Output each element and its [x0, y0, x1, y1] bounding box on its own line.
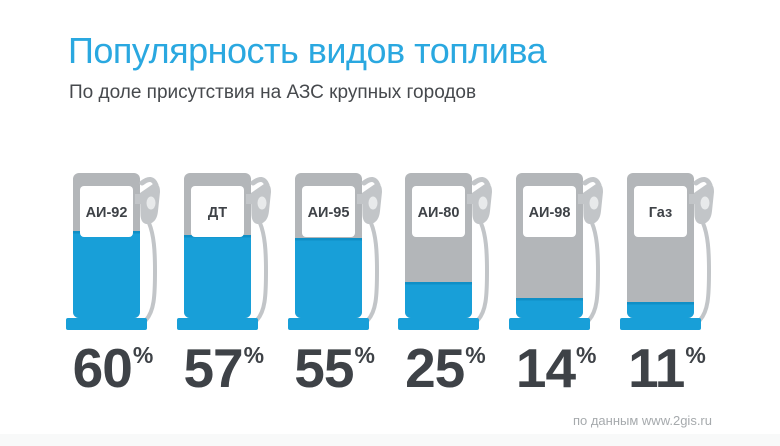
percent-value: 55	[294, 337, 354, 399]
pump-base	[176, 318, 258, 330]
pump-fill-level	[405, 282, 473, 318]
pump-label-screen	[301, 186, 355, 237]
pumps-row: АИ-92 ДТ АИ-95 АИ-80 АИ-98 Газ	[66, 171, 714, 331]
percent-label: 14%	[509, 341, 603, 396]
pump-column: Газ	[619, 171, 714, 331]
percent-value: 57	[183, 337, 243, 399]
pump-nozzle-hole	[257, 196, 267, 210]
pump-nozzle-handle	[582, 177, 602, 188]
pump-label-screen	[633, 186, 687, 237]
pump-base	[66, 318, 147, 330]
pump-fill-edge	[294, 238, 362, 241]
pump-label: АИ-80	[418, 205, 460, 221]
percent-sign: %	[243, 342, 265, 368]
pump-label: АИ-95	[307, 205, 349, 221]
page-title: Популярность видов топлива	[68, 30, 547, 71]
pump-hose	[365, 221, 379, 322]
pump-column: АИ-95	[287, 171, 382, 331]
pump-label: Газ	[649, 205, 672, 221]
pump-column: АИ-98	[509, 171, 604, 331]
pump-base	[509, 318, 591, 330]
pump-nozzle-hole	[478, 196, 488, 210]
pump-fill-level	[516, 298, 584, 318]
bottom-strip	[0, 434, 780, 446]
fuel-pump-icon: АИ-92	[66, 173, 160, 330]
pump-nozzle-hole	[368, 196, 378, 210]
percent-label: 57%	[177, 341, 271, 396]
percent-label: 11%	[620, 341, 714, 396]
pump-label-screen	[190, 186, 244, 237]
pump-nozzle-spout	[578, 194, 589, 204]
pump-label-screen	[80, 186, 133, 237]
fuel-pump-icon: АИ-95	[287, 173, 382, 330]
pump-label-screen	[523, 186, 577, 237]
pump-hose	[254, 221, 268, 322]
fuel-pump-icon: Газ	[619, 173, 714, 330]
pump-base	[287, 318, 369, 330]
pump-base	[398, 318, 480, 330]
percent-sign: %	[465, 342, 486, 368]
page-subtitle: По доле присутствия на АЗС крупных город…	[69, 82, 477, 103]
percent-sign: %	[354, 342, 375, 368]
pump-nozzle-spout	[688, 194, 699, 204]
pump-label: АИ-98	[529, 205, 571, 221]
data-source-credit: по данным www.2gis.ru	[572, 413, 712, 428]
pump-nozzle-hole	[700, 196, 710, 210]
percent-label: 60%	[66, 341, 160, 396]
pump-nozzle-handle	[471, 177, 491, 188]
pump-nozzle-hole	[589, 196, 599, 210]
pump-label: АИ-92	[86, 205, 128, 221]
pump-nozzle-handle	[139, 177, 159, 188]
pump-nozzle-spout	[467, 194, 478, 204]
pump-label-screen	[412, 186, 466, 237]
pump-fill-edge	[626, 302, 694, 305]
fuel-pump-icon: ДТ	[176, 173, 271, 330]
pump-nozzle-spout	[245, 194, 256, 204]
pump-column: АИ-80	[398, 171, 493, 331]
pump-nozzle-spout	[135, 194, 145, 204]
pump-fill-edge	[405, 282, 473, 285]
fuel-pump-icon: АИ-98	[509, 173, 604, 330]
fuel-pump-icon: АИ-80	[398, 173, 493, 330]
pump-hose	[476, 221, 490, 322]
percent-value: 11	[628, 337, 685, 399]
percent-value: 60	[72, 337, 133, 399]
percent-row: 60% 57% 55% 25% 14% 11%	[66, 341, 714, 396]
pump-hose	[697, 221, 711, 322]
pump-nozzle-hole	[146, 196, 156, 210]
pump-fill-level	[73, 231, 140, 318]
pump-base	[619, 318, 701, 330]
percent-label: 55%	[288, 341, 382, 396]
pump-fill-level	[183, 235, 251, 318]
pump-fill-level	[294, 238, 362, 318]
pump-nozzle-spout	[356, 194, 367, 204]
pump-nozzle-handle	[693, 177, 713, 188]
pump-hose	[144, 221, 158, 322]
percent-value: 14	[515, 337, 576, 399]
pump-fill-level	[626, 302, 694, 318]
pump-column: АИ-92	[66, 171, 160, 331]
pump-nozzle-handle	[361, 177, 381, 188]
percent-sign: %	[576, 342, 597, 368]
pump-label: ДТ	[208, 205, 227, 221]
pump-column: ДТ	[176, 171, 271, 331]
percent-value: 25	[405, 337, 465, 399]
pump-hose	[587, 221, 601, 322]
percent-sign: %	[685, 342, 706, 368]
pump-fill-edge	[516, 298, 584, 301]
percent-sign: %	[132, 342, 154, 368]
percent-label: 25%	[398, 341, 492, 396]
pump-nozzle-handle	[250, 177, 270, 188]
